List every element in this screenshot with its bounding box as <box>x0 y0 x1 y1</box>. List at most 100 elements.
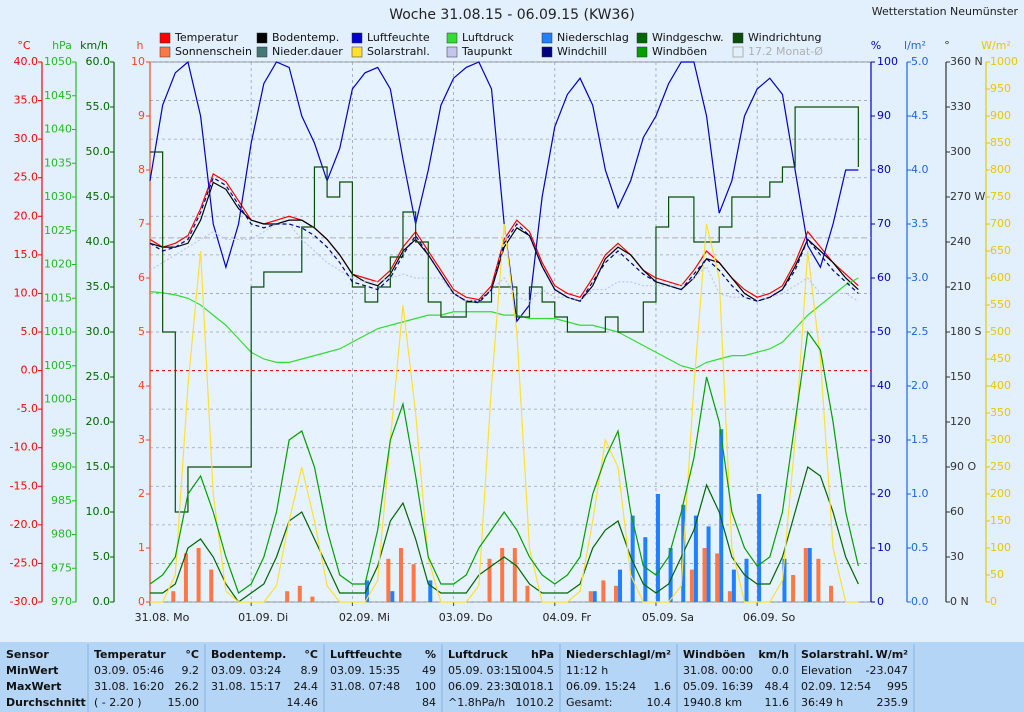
legend-swatch <box>541 32 553 44</box>
bar <box>386 558 391 602</box>
x-tick-label: 01.09. Di <box>238 611 288 624</box>
y-tick-label: 35.0 <box>86 280 111 293</box>
y-tick-label: 1000 <box>44 393 72 406</box>
legend-swatch <box>636 32 648 44</box>
y-tick-label: 330 <box>950 100 971 113</box>
legend-swatch <box>636 46 648 58</box>
y-tick-label: 5 <box>138 325 145 338</box>
bar <box>310 596 315 602</box>
table-header: Luftfeuchte <box>330 648 402 661</box>
y-tick-label: 30.0 <box>14 132 39 145</box>
table-unit: km/h <box>758 648 789 661</box>
bar <box>618 569 623 602</box>
y-tick-label: 80 <box>877 163 891 176</box>
y-tick-label: 4.5 <box>911 109 929 122</box>
y-tick-label: 250 <box>990 460 1011 473</box>
table-cell: 36:49 h <box>801 696 843 709</box>
bar <box>643 537 648 602</box>
table-unit: % <box>425 648 436 661</box>
legend-label: Sonnenschein <box>175 45 252 58</box>
y-tick-label: 5.0 <box>911 55 929 68</box>
station-name: Wetterstation Neumünster <box>872 5 1019 18</box>
bar <box>731 569 736 602</box>
table-header: Temperatur <box>94 648 166 661</box>
bar <box>196 548 201 602</box>
y-tick-label: 990 <box>51 460 72 473</box>
y-tick-label: 1010 <box>44 325 72 338</box>
table-cell: 02.09. 12:54 <box>801 680 871 693</box>
bar <box>285 591 290 602</box>
bar <box>487 558 492 602</box>
bar <box>807 548 812 602</box>
table-cell: 24.4 <box>294 680 319 693</box>
y-tick-label: 35.0 <box>14 94 39 107</box>
series-line <box>149 181 859 302</box>
y-tick-label: 50 <box>877 325 891 338</box>
y-tick-label: 20 <box>877 487 891 500</box>
table-header: Bodentemp. <box>211 648 286 661</box>
y-tick-label: 90 O <box>950 460 976 473</box>
bar <box>297 585 302 602</box>
table-cell: 05.09. 03:15 <box>448 664 518 677</box>
y-tick-label: 980 <box>51 528 72 541</box>
table-cell: 03.09. 03:24 <box>211 664 281 677</box>
bar <box>715 553 720 602</box>
table-cell: 1010.2 <box>516 696 555 709</box>
y-tick-label: 1040 <box>44 123 72 136</box>
table-cell: MaxWert <box>6 680 61 693</box>
bar <box>668 548 673 602</box>
bar <box>744 558 749 602</box>
y-tick-label: 0 <box>138 595 145 608</box>
y-tick-label: 5.0 <box>21 325 39 338</box>
bar <box>428 580 433 602</box>
legend-label: Luftdruck <box>462 31 514 44</box>
axis-unit: ° <box>944 39 950 52</box>
y-tick-label: 900 <box>990 109 1011 122</box>
y-tick-label: 1025 <box>44 224 72 237</box>
y-tick-label: 100 <box>990 541 1011 554</box>
table-cell: 995 <box>887 680 908 693</box>
chart-title: Woche 31.08.15 - 06.09.15 (KW36) <box>389 7 635 23</box>
series-line <box>150 223 859 603</box>
table-cell: 48.4 <box>765 680 790 693</box>
x-tick-label: 06.09. So <box>743 611 795 624</box>
axis-unit: % <box>871 39 881 52</box>
table-cell: -23.047 <box>866 664 908 677</box>
y-tick-label: 40 <box>877 379 891 392</box>
table-header: Windböen <box>683 648 745 661</box>
y-tick-label: 300 <box>950 145 971 158</box>
table-cell: 06.09. 15:24 <box>566 680 636 693</box>
y-tick-label: 25.0 <box>14 171 39 184</box>
series-line <box>150 106 859 513</box>
bar <box>719 429 724 602</box>
table-background <box>0 642 1024 712</box>
y-tick-label: 60 <box>877 271 891 284</box>
y-tick-label: 200 <box>990 487 1011 500</box>
series-line <box>149 223 859 302</box>
bar <box>693 515 698 602</box>
bar <box>655 494 660 602</box>
legend-label: 17.2 Monat-Ø <box>748 45 823 58</box>
y-tick-label: 360 N <box>950 55 983 68</box>
y-tick-label: 1050 <box>44 55 72 68</box>
y-tick-label: 3.0 <box>911 271 929 284</box>
y-tick-label: -30.0 <box>10 595 38 608</box>
y-tick-label: 0.0 <box>93 595 111 608</box>
legend-label: Temperatur <box>174 31 239 44</box>
y-tick-label: 3 <box>138 433 145 446</box>
y-tick-label: 1.0 <box>911 487 929 500</box>
table-unit: °C <box>185 648 199 661</box>
y-tick-label: 8 <box>138 163 145 176</box>
table-cell: 26.2 <box>175 680 200 693</box>
y-tick-label: 600 <box>990 271 1011 284</box>
table-cell: 31.08. 07:48 <box>330 680 400 693</box>
y-tick-label: 500 <box>990 325 1011 338</box>
y-tick-label: 270 W <box>950 190 985 203</box>
bar <box>782 558 787 602</box>
legend-swatch <box>351 46 363 58</box>
y-tick-label: 5.0 <box>93 550 111 563</box>
y-tick-label: 0.5 <box>911 541 929 554</box>
y-tick-label: 450 <box>990 352 1011 365</box>
legend-swatch <box>159 46 171 58</box>
y-tick-label: 150 <box>950 370 971 383</box>
